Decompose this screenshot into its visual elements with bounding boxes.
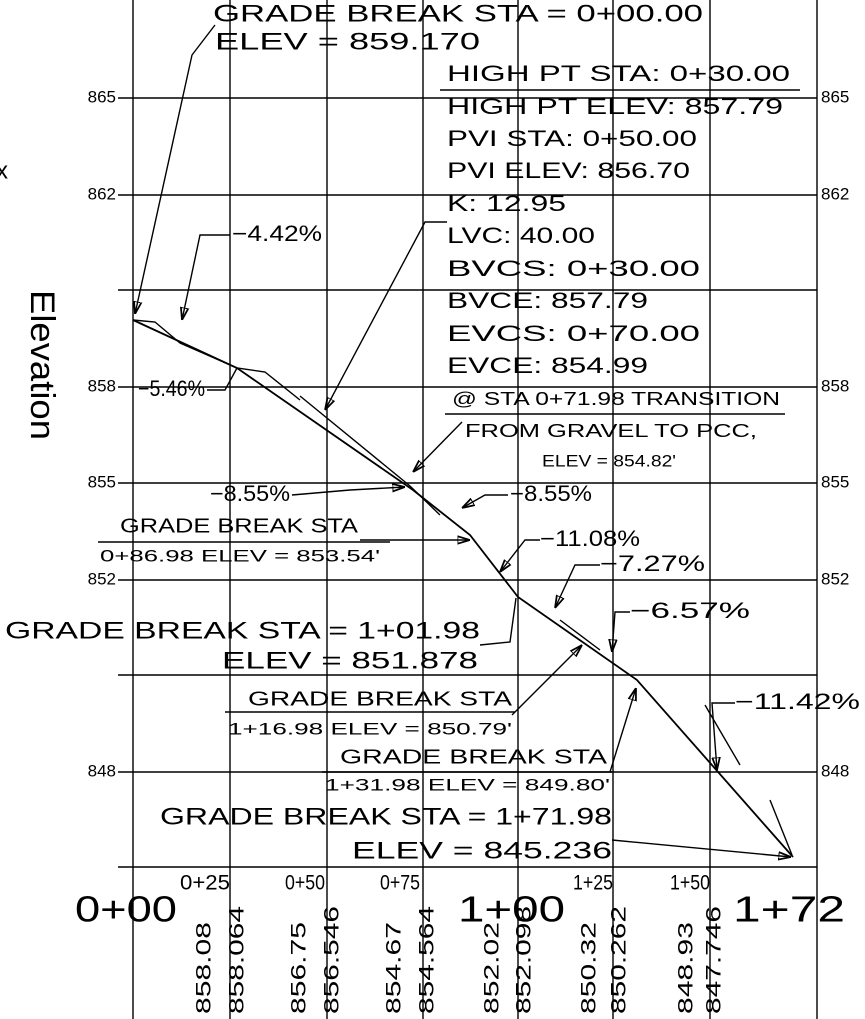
- elevation-value: 854.67: [383, 922, 406, 1014]
- elev-label-right: 852: [821, 569, 849, 588]
- elevation-value: 856.75: [288, 922, 311, 1014]
- elevation-value: 854.564: [416, 906, 439, 1014]
- elev-label-left: 852: [88, 569, 116, 588]
- station-label: 1+50: [670, 872, 710, 895]
- station-label: 0+75: [380, 872, 420, 895]
- elevation-value: 858.08: [193, 922, 216, 1014]
- annotation: EVCE: 854.99: [447, 353, 648, 378]
- annotation: HIGH PT STA: 0+30.00: [447, 61, 790, 86]
- station-label: 1+25: [573, 872, 613, 895]
- annotation: ELEV = 854.82': [542, 451, 676, 470]
- annotation: @ STA 0+71.98 TRANSITION: [452, 389, 780, 409]
- annotation: ELEV = 851.878: [222, 647, 478, 674]
- annotation: ELEV = 859.170: [215, 28, 480, 55]
- annotation: −11.08%: [540, 526, 640, 551]
- elevation-value: 856.546: [321, 906, 344, 1014]
- elev-label-left: 862: [88, 184, 116, 203]
- elevation-value: 850.32: [578, 922, 601, 1014]
- annotation: GRADE BREAK STA: [248, 688, 513, 710]
- annotation: K: 12.95: [447, 191, 566, 216]
- elev-label-right: 862: [821, 184, 849, 203]
- elev-label-right: 858: [821, 376, 849, 395]
- station-label: 1+72: [733, 889, 845, 930]
- annotation: BVCE: 857.79: [447, 288, 648, 313]
- station-label: 0+25: [180, 872, 230, 895]
- annotation: −5.46%: [138, 376, 205, 401]
- annotation: PVI ELEV: 856.70: [447, 158, 690, 183]
- elev-label-left: 858: [88, 376, 116, 395]
- elevation-value: 852.02: [481, 922, 504, 1014]
- annotation: GRADE BREAK STA = 1+71.98: [160, 803, 612, 830]
- annotation: −8.55%: [510, 481, 592, 506]
- annotation: 1+31.98 ELEV = 849.80': [325, 775, 610, 794]
- annotation: HIGH PT ELEV: 857.79: [447, 94, 783, 119]
- annotation: GRADE BREAK STA = 1+01.98: [5, 617, 480, 644]
- annotation: GRADE BREAK STA: [120, 515, 359, 537]
- stray-mark: x: [0, 157, 8, 184]
- elev-label-left: 865: [88, 87, 116, 106]
- annotation: −8.55%: [210, 481, 290, 506]
- annotation: EVCS: 0+70.00: [447, 321, 700, 346]
- annotation: GRADE BREAK STA: [340, 746, 608, 768]
- axis-title: Elevation: [23, 290, 61, 440]
- leaders: [135, 24, 791, 857]
- annotation: −7.27%: [600, 551, 705, 576]
- annotation: GRADE BREAK STA = 0+00.00: [213, 0, 703, 27]
- station-label: 0+50: [285, 872, 325, 895]
- annotation: 0+86.98 ELEV = 853.54': [100, 546, 380, 565]
- elevation-value: 850.262: [608, 906, 631, 1014]
- annotation: −6.57%: [630, 598, 750, 623]
- annotation: −4.42%: [232, 221, 322, 246]
- annotation: FROM GRAVEL TO PCC,: [465, 421, 757, 441]
- annotation: LVC: 40.00: [447, 223, 595, 248]
- station-label: 0+00: [75, 889, 177, 930]
- elev-label-right: 848: [821, 761, 849, 780]
- elevation-value: 847.746: [703, 906, 726, 1014]
- station-label: 1+00: [458, 889, 565, 930]
- annotation: BVCS: 0+30.00: [447, 256, 700, 281]
- annotation: 1+16.98 ELEV = 850.79': [228, 719, 512, 738]
- annotation: ELEV = 845.236: [352, 837, 612, 864]
- annotation: −11.42%: [735, 689, 860, 714]
- underlines: [98, 89, 800, 773]
- elevation-value: 852.098: [513, 906, 536, 1014]
- elevation-value: 848.93: [675, 922, 698, 1014]
- elev-label-right: 855: [821, 472, 849, 491]
- elevation-value: 858.064: [226, 906, 249, 1014]
- elev-label-left: 855: [88, 472, 116, 491]
- elev-label-left: 848: [88, 761, 116, 780]
- annotation: PVI STA: 0+50.00: [447, 126, 697, 151]
- elev-label-right: 865: [821, 87, 849, 106]
- grid: [118, 0, 818, 1019]
